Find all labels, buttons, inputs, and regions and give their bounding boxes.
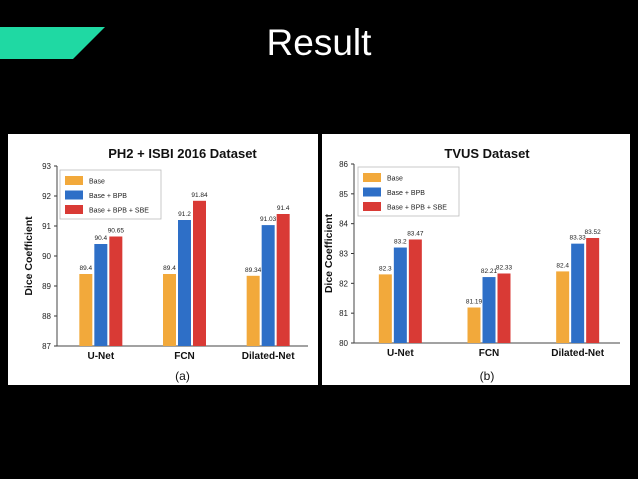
bar-fcn-series-2 <box>193 200 206 346</box>
x-tick-label: Dilated-Net <box>551 348 604 359</box>
y-tick-label: 82 <box>339 279 348 288</box>
legend-entry: Base + BPB <box>89 193 127 200</box>
y-tick-label: 85 <box>339 190 348 199</box>
legend-entry: Base <box>387 176 403 183</box>
y-tick-label: 87 <box>42 342 51 351</box>
legend-swatch-2 <box>65 205 83 214</box>
chart-caption: (b) <box>480 369 495 383</box>
bar-u-net-series-1 <box>393 247 407 343</box>
data-label: 82.21 <box>481 268 498 275</box>
slide-title: Result <box>266 22 372 63</box>
x-tick-label: FCN <box>479 348 500 359</box>
data-label: 89.4 <box>163 265 176 272</box>
bar-u-net-series-1 <box>94 244 108 346</box>
data-label: 81.19 <box>466 298 483 305</box>
y-tick-label: 92 <box>42 192 51 201</box>
x-tick-label: U-Net <box>387 348 414 359</box>
x-tick-label: FCN <box>174 351 195 362</box>
bar-dilated-net-series-1 <box>571 243 585 343</box>
data-label: 89.34 <box>245 267 262 274</box>
chart-ph2-isbi: PH2 + ISBI 2016 Dataset 87 88 89 90 91 92 93 Dic… <box>23 146 308 383</box>
chart-title: PH2 + ISBI 2016 Dataset <box>108 146 257 161</box>
legend-entry: Base <box>89 179 105 186</box>
legend-entry: Base + BPB + SBE <box>387 205 447 212</box>
y-tick-label: 91 <box>42 222 51 231</box>
y-tick-label: 80 <box>339 339 348 348</box>
x-tick-label: Dilated-Net <box>242 351 295 362</box>
chart-tvus: TVUS Dataset 80 81 82 83 84 85 86 Dice Coefficie… <box>323 146 620 383</box>
chart-panel-ph2-isbi: PH2 + ISBI 2016 Dataset 87 88 89 90 91 92 93 Dic… <box>8 134 318 385</box>
data-label: 90.65 <box>108 228 125 235</box>
legend-swatch-0 <box>363 173 381 182</box>
data-label: 83.52 <box>585 229 602 236</box>
legend-entry: Base + BPB + SBE <box>89 208 149 215</box>
y-tick-label: 83 <box>339 250 348 259</box>
bar-fcn-series-0 <box>163 274 176 346</box>
data-label: 83.33 <box>570 235 587 242</box>
data-label: 83.47 <box>407 230 424 237</box>
accent-stripe <box>0 27 105 59</box>
bar-dilated-net-series-1 <box>261 225 275 346</box>
bar-fcn-series-2 <box>497 273 511 343</box>
y-tick-label: 81 <box>339 309 348 318</box>
y-tick-label: 84 <box>339 220 348 229</box>
bar-fcn-series-0 <box>467 307 481 343</box>
data-label: 82.4 <box>556 262 569 269</box>
data-label: 91.84 <box>191 192 208 199</box>
bar-dilated-net-series-0 <box>556 271 570 343</box>
y-axis-label: Dice Coefficient <box>23 216 35 296</box>
data-label: 83.2 <box>394 239 407 246</box>
data-label: 89.4 <box>80 265 93 272</box>
legend-entry: Base + BPB <box>387 190 425 197</box>
legend-swatch-0 <box>65 176 83 185</box>
y-tick-label: 86 <box>339 160 348 169</box>
chart-panel-tvus: TVUS Dataset 80 81 82 83 84 85 86 Dice Coefficie… <box>322 134 630 385</box>
chart-caption: (a) <box>175 369 190 383</box>
y-tick-label: 89 <box>42 282 51 291</box>
bar-fcn-series-1 <box>482 277 496 343</box>
bar-u-net-series-0 <box>79 274 93 346</box>
data-label: 91.2 <box>178 211 191 218</box>
data-label: 82.3 <box>379 265 392 272</box>
y-tick-label: 90 <box>42 252 51 261</box>
bar-fcn-series-1 <box>178 220 191 346</box>
data-label: 91.4 <box>277 205 290 212</box>
data-label: 90.4 <box>95 235 108 242</box>
y-axis-label: Dice Coefficient <box>323 213 335 293</box>
x-tick-label: U-Net <box>87 351 114 362</box>
bar-dilated-net-series-2 <box>276 214 290 346</box>
y-tick-label: 88 <box>42 312 51 321</box>
bar-u-net-series-2 <box>408 239 422 343</box>
bar-dilated-net-series-2 <box>586 237 600 343</box>
legend-swatch-2 <box>363 202 381 211</box>
data-label: 82.33 <box>496 264 513 271</box>
legend-swatch-1 <box>65 190 83 200</box>
chart-title: TVUS Dataset <box>444 146 530 161</box>
y-tick-label: 93 <box>42 162 51 171</box>
data-label: 91.03 <box>260 216 277 223</box>
bar-u-net-series-2 <box>109 236 123 346</box>
bar-dilated-net-series-0 <box>246 275 260 346</box>
legend-swatch-1 <box>363 187 381 197</box>
bar-u-net-series-0 <box>378 274 392 343</box>
